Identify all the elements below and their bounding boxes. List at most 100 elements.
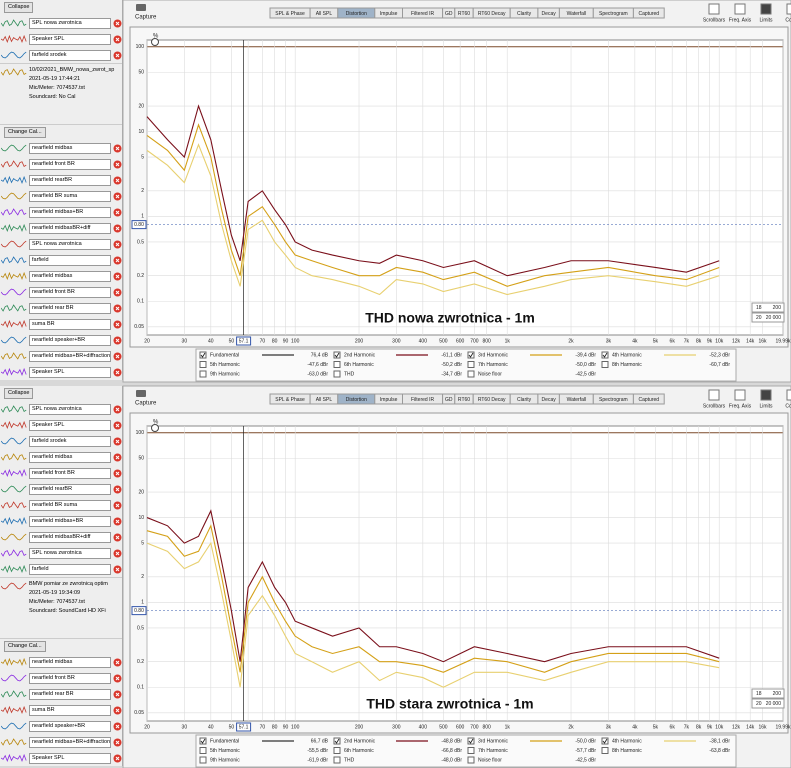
measurement-row[interactable]: farfield srodek [0, 433, 122, 449]
tab-label[interactable]: GD [445, 11, 453, 17]
tab-label[interactable]: Distortion [346, 397, 367, 403]
remove-button[interactable] [113, 674, 122, 683]
legend-name[interactable]: THD [344, 371, 355, 377]
remove-button[interactable] [113, 256, 122, 265]
remove-button[interactable] [113, 501, 122, 510]
legend-name[interactable]: 2nd Harmonic [344, 738, 376, 744]
measurement-row[interactable]: nearfield midbasBR+diff [0, 220, 122, 236]
tab-label[interactable]: Clarity [517, 11, 532, 17]
legend-checkbox[interactable] [601, 747, 609, 754]
remove-button[interactable] [113, 144, 122, 153]
remove-button[interactable] [113, 549, 122, 558]
remove-button[interactable] [113, 754, 122, 763]
measurement-row[interactable]: SPL nowa zwrotnica [0, 15, 122, 31]
tab-label[interactable]: Impulse [380, 397, 398, 403]
measurement-name[interactable]: nearfield front BR [29, 467, 111, 479]
measurement-row[interactable]: nearfield BR suma [0, 188, 122, 204]
remove-button[interactable] [113, 533, 122, 542]
legend-checkbox[interactable] [333, 370, 341, 378]
remove-button[interactable] [113, 368, 122, 377]
tab-label[interactable]: Decay [542, 397, 557, 403]
legend-checkbox[interactable] [333, 737, 341, 745]
legend-name[interactable]: 7th Harmonic [478, 748, 508, 754]
remove-button[interactable] [113, 160, 122, 169]
remove-button[interactable] [113, 738, 122, 747]
measurement-name[interactable]: nearfield BR suma [29, 499, 111, 511]
remove-button[interactable] [113, 517, 122, 526]
measurement-name[interactable]: suma BR [29, 704, 111, 716]
measurement-row[interactable]: nearfield midbas [0, 449, 122, 465]
tab-label[interactable]: Clarity [517, 397, 532, 403]
legend-checkbox[interactable] [333, 747, 341, 754]
legend-name[interactable]: 5th Harmonic [210, 362, 240, 368]
sidebar-button[interactable]: Collapse [4, 388, 34, 399]
tab[interactable] [632, 393, 665, 405]
measurement-name[interactable]: farfield srodek [29, 49, 111, 61]
remove-button[interactable] [113, 658, 122, 667]
tab-label[interactable]: RT60 Decay [478, 11, 506, 17]
measurement-name[interactable]: SPL nowa zwrotnica [29, 238, 111, 250]
legend-checkbox[interactable] [199, 370, 207, 378]
measurement-name[interactable]: SPL nowa zwrotnica [29, 17, 111, 29]
measurement-name[interactable]: nearfield midbasBR+diff [29, 222, 111, 234]
remove-button[interactable] [113, 320, 122, 329]
remove-button[interactable] [113, 469, 122, 478]
measurement-name[interactable]: nearfield midbas [29, 270, 111, 282]
legend-name[interactable]: Noise floor [478, 757, 502, 763]
measurement-name[interactable]: nearfield midbas [29, 656, 111, 668]
tab-label[interactable]: Decay [542, 11, 557, 17]
tab-label[interactable]: RT60 Decay [478, 397, 506, 403]
measurement-name[interactable]: nearfield rearBR [29, 174, 111, 186]
tab-label[interactable]: Distortion [346, 11, 367, 17]
measurement-name[interactable]: suma BR [29, 318, 111, 330]
remove-button[interactable] [113, 51, 122, 60]
tab-label[interactable]: Waterfall [567, 397, 587, 403]
legend-name[interactable]: 3rd Harmonic [478, 738, 509, 744]
remove-button[interactable] [113, 690, 122, 699]
sidebar-button[interactable]: Collapse [4, 2, 34, 13]
legend-checkbox[interactable] [333, 351, 341, 359]
measurement-row[interactable]: nearfield midbas+BR [0, 513, 122, 529]
legend-checkbox[interactable] [199, 361, 207, 368]
measurement-row[interactable]: SPL nowa zwrotnica [0, 401, 122, 417]
tool-icon[interactable] [708, 389, 720, 401]
measurement-name[interactable]: farfield [29, 563, 111, 575]
legend-checkbox[interactable] [467, 737, 475, 745]
legend-checkbox[interactable] [199, 737, 207, 745]
remove-button[interactable] [113, 565, 122, 574]
legend-name[interactable]: 4th Harmonic [612, 352, 642, 358]
tab-label[interactable]: All SPL [316, 11, 333, 17]
remove-button[interactable] [113, 722, 122, 731]
measurement-row[interactable]: nearfield midbas+BR+diffraction [0, 734, 122, 750]
measurement-row[interactable]: farfield [0, 252, 122, 268]
measurement-row[interactable]: suma BR [0, 702, 122, 718]
measurement-name[interactable]: SPL nowa zwrotnica [29, 403, 111, 415]
legend-checkbox[interactable] [467, 756, 475, 764]
measurement-name[interactable]: nearfield speaker+BR [29, 334, 111, 346]
measurement-row[interactable]: nearfield midbas+BR [0, 204, 122, 220]
measurement-row[interactable]: nearfield rear BR [0, 300, 122, 316]
legend-name[interactable]: 7th Harmonic [478, 362, 508, 368]
legend-name[interactable]: 4th Harmonic [612, 738, 642, 744]
measurement-row[interactable]: SPL nowa zwrotnica [0, 545, 122, 561]
measurement-name[interactable]: nearfield midbas+BR [29, 206, 111, 218]
tab[interactable] [632, 7, 665, 19]
tab-label[interactable]: Waterfall [567, 11, 587, 17]
tool-icon[interactable] [734, 3, 746, 15]
remove-button[interactable] [113, 240, 122, 249]
tab-label[interactable]: Impulse [380, 11, 398, 17]
remove-button[interactable] [113, 304, 122, 313]
legend-name[interactable]: 8th Harmonic [612, 748, 642, 754]
measurement-name[interactable]: nearfield rear BR [29, 302, 111, 314]
tab-label[interactable]: All SPL [316, 397, 333, 403]
legend-checkbox[interactable] [333, 756, 341, 764]
sidebar-button[interactable]: Change Cal... [4, 127, 46, 138]
measurement-row[interactable]: nearfield midbasBR+diff [0, 529, 122, 545]
measurement-name[interactable]: SPL nowa zwrotnica [29, 547, 111, 559]
measurement-row[interactable]: nearfield midbas [0, 654, 122, 670]
legend-name[interactable]: Fundamental [210, 352, 239, 358]
measurement-name[interactable]: nearfield front BR [29, 158, 111, 170]
measurement-name[interactable]: nearfield front BR [29, 672, 111, 684]
measurement-name[interactable]: nearfield BR suma [29, 190, 111, 202]
legend-checkbox[interactable] [467, 351, 475, 359]
